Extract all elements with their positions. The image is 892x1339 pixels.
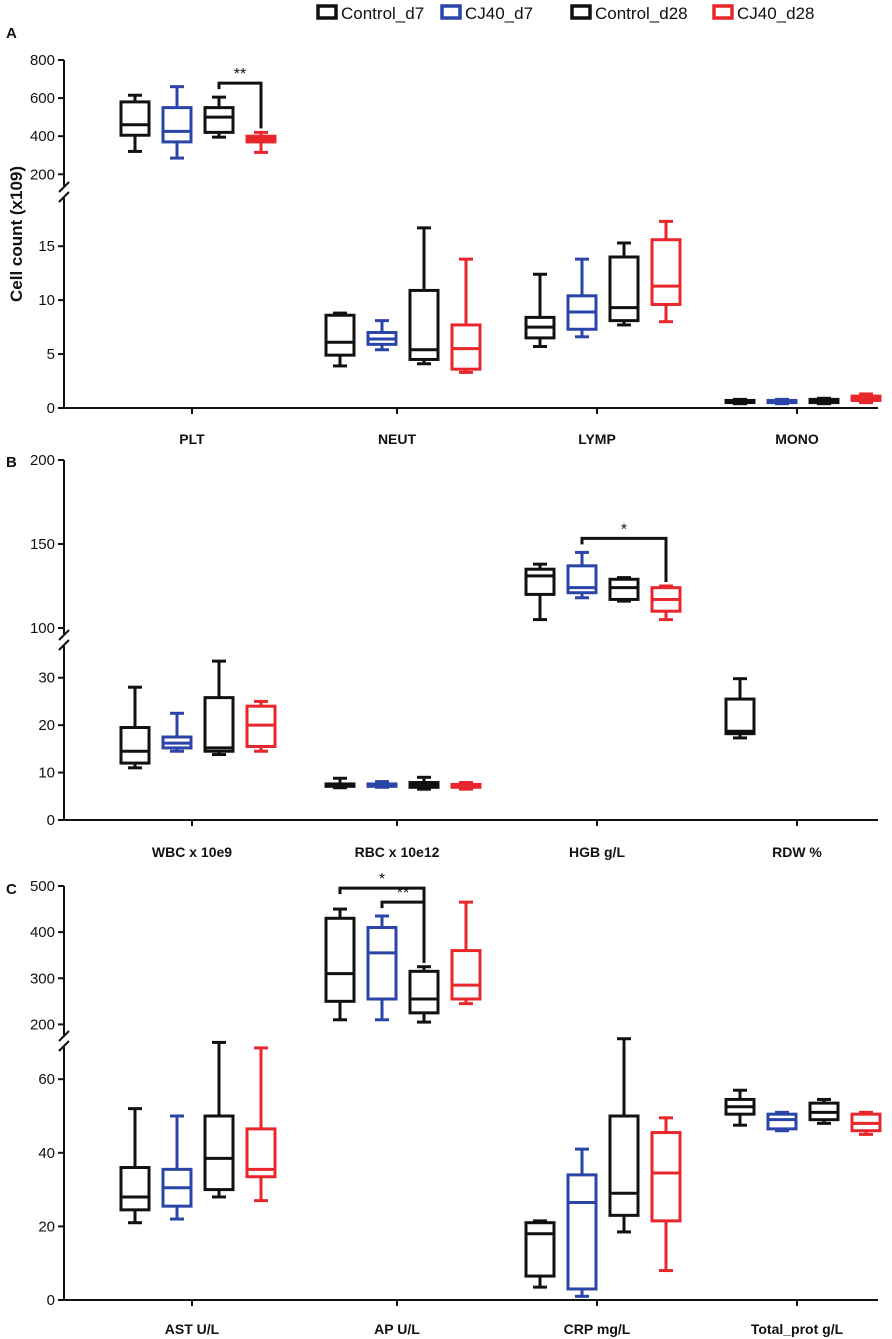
- panel-B-y-tick-label: 200: [30, 452, 55, 469]
- panel-B-box-Control_d7-WBC-x-10e9: [119, 726, 151, 765]
- panel-C-y-tick-label: 200: [30, 1016, 55, 1033]
- panel-A-box-CJ40_d7-PLT: [161, 106, 193, 144]
- panel-C-box-CJ40_d28-AP-U-L: [450, 949, 482, 1001]
- panel-C-y-tick-label: 400: [30, 924, 55, 941]
- panel-A-category-label: MONO: [775, 431, 819, 447]
- panel-A-y-tick-label: 600: [30, 90, 55, 107]
- panel-A-axis-break-mark: [58, 191, 70, 203]
- panel-A-box-CJ40_d28-LYMP: [650, 238, 682, 306]
- panel-B-box-Control_d28-WBC-x-10e9: [203, 696, 235, 753]
- panel-C-box-CJ40_d7-AP-U-L: [366, 926, 398, 1001]
- panel-B-category-label: HGB g/L: [569, 844, 625, 860]
- panel-B-y-tick-label: 30: [38, 670, 55, 687]
- panel-C-box-Control_d28-AP-U-L: [408, 969, 440, 1015]
- panel-B-y-tick-label: 0: [47, 812, 55, 829]
- panel-C-axis-break-mark: [58, 1030, 70, 1042]
- panel-C-label: C: [6, 881, 17, 898]
- panel-A-category-label: NEUT: [378, 431, 417, 447]
- panel-A-y-tick-label: 400: [30, 128, 55, 145]
- panel-C-significance-label: *: [379, 871, 385, 888]
- panel-B-box-Control_d28-HGB-g-L: [608, 577, 640, 601]
- panel-A-box-Control_d28-LYMP: [608, 255, 640, 323]
- panel-A-box-CJ40_d28-NEUT: [450, 323, 482, 371]
- panel-B-significance-label: *: [621, 521, 627, 538]
- panel-C-box-CJ40_d7-Total-prot-g-L: [766, 1112, 798, 1131]
- panel-A-y-tick-label: 0: [47, 400, 55, 417]
- panel-A-significance-bracket: [217, 81, 263, 129]
- panel-A-y-tick-label: 15: [38, 238, 55, 255]
- panel-C-box-CJ40_d7-CRP-mg-L: [566, 1173, 598, 1291]
- panel-C-y-tick-label: 300: [30, 970, 55, 987]
- panel-C-significance-label: **: [397, 885, 409, 902]
- legend-swatch-Control_d28: [570, 4, 592, 20]
- panel-B-box-Control_d7-RDW-: [724, 697, 756, 736]
- panel-C-y-tick-label: 40: [38, 1145, 55, 1162]
- panel-A-significance-label: **: [234, 66, 246, 83]
- panel-C-significance-bracket: [380, 900, 426, 963]
- legend-swatch-CJ40_d28: [712, 4, 734, 20]
- panel-C-y-tick-label: 20: [38, 1218, 55, 1235]
- panel-B-y-tick-label: 10: [38, 765, 55, 782]
- panel-A-box-Control_d7-NEUT: [324, 313, 356, 357]
- legend-label-CJ40_d7: CJ40_d7: [465, 4, 533, 23]
- panel-B-category-label: WBC x 10e9: [152, 844, 232, 860]
- panel-B-box-Control_d7-HGB-g-L: [524, 567, 556, 596]
- panel-A-y-tick-label: 200: [30, 166, 55, 183]
- panel-A-category-label: LYMP: [578, 431, 616, 447]
- panel-A-y-axis-title: Cell count (x109): [7, 166, 26, 302]
- panel-B-y-tick-label: 100: [30, 620, 55, 637]
- legend-label-Control_d7: Control_d7: [341, 4, 424, 23]
- panel-A-y-tick-label: 5: [47, 346, 55, 363]
- panel-B-y-tick-label: 20: [38, 717, 55, 734]
- panel-A-box-Control_d28-NEUT: [408, 288, 440, 361]
- legend-label-Control_d28: Control_d28: [595, 4, 688, 23]
- panel-C-box-Control_d7-AST-U-L: [119, 1166, 151, 1212]
- panel-C-box-CJ40_d28-CRP-mg-L: [650, 1131, 682, 1223]
- panel-C-y-tick-label: 60: [38, 1071, 55, 1088]
- panel-B-category-label: RBC x 10e12: [355, 844, 440, 860]
- panel-A-label: A: [6, 25, 17, 42]
- panel-A-axis-break-mark: [58, 181, 70, 193]
- panel-C-box-Control_d7-CRP-mg-L: [524, 1221, 556, 1278]
- panel-C-category-label: Total_prot g/L: [751, 1321, 844, 1337]
- panel-C-axis-break-mark: [58, 1040, 70, 1052]
- panel-C-box-Control_d28-CRP-mg-L: [608, 1114, 640, 1217]
- panel-C-y-tick-label: 0: [47, 1292, 55, 1309]
- panel-B-category-label: RDW %: [772, 844, 822, 860]
- panel-B-axis-break-mark: [58, 639, 70, 651]
- panel-C-y-tick-label: 500: [30, 878, 55, 895]
- panel-C-category-label: AST U/L: [165, 1321, 220, 1337]
- legend-swatch-Control_d7: [316, 4, 338, 20]
- panel-B-axis-break-mark: [58, 629, 70, 641]
- panel-A-box-Control_d7-PLT: [119, 100, 151, 137]
- panel-C-box-Control_d28-AST-U-L: [203, 1114, 235, 1192]
- panel-A-box-Control_d28-PLT: [203, 106, 235, 134]
- panel-A-y-tick-label: 800: [30, 52, 55, 69]
- panel-C-category-label: AP U/L: [374, 1321, 420, 1337]
- panel-B-label: B: [6, 454, 17, 471]
- panel-B-significance-bracket: [580, 536, 668, 582]
- panel-C-category-label: CRP mg/L: [564, 1321, 631, 1337]
- legend-swatch-CJ40_d7: [440, 4, 462, 20]
- panel-B-y-tick-label: 150: [30, 536, 55, 553]
- panel-A-category-label: PLT: [179, 431, 205, 447]
- panel-A-y-tick-label: 10: [38, 292, 55, 309]
- legend-label-CJ40_d28: CJ40_d28: [737, 4, 815, 23]
- panel-C-box-Control_d7-AP-U-L: [324, 916, 356, 1003]
